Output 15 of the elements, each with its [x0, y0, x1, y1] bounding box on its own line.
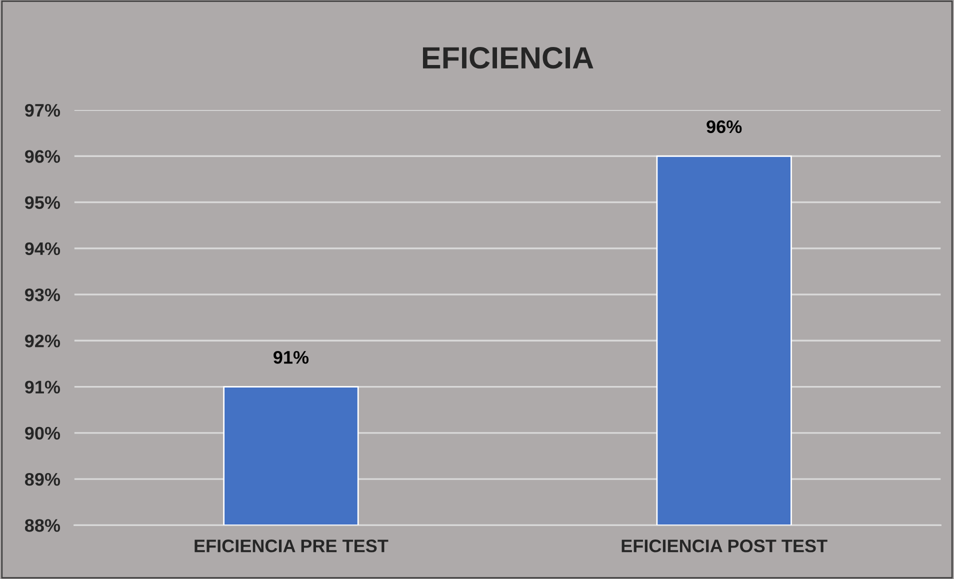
- y-tick-label: 90%: [25, 426, 60, 440]
- y-tick-label: 94%: [25, 242, 60, 256]
- y-tick-label: 88%: [24, 519, 60, 532]
- y-tick-label: 89%: [24, 472, 60, 486]
- data-label: 91%: [274, 350, 309, 364]
- y-tick-label: 95%: [25, 196, 60, 209]
- y-tick-label: 91%: [25, 380, 60, 394]
- data-label: 96%: [706, 120, 742, 134]
- y-tick-label: 96%: [25, 150, 60, 163]
- y-tick-label: 97%: [25, 104, 60, 117]
- y-tick-label: 92%: [25, 334, 60, 348]
- x-tick-label: EFICIENCIA POST TEST: [622, 540, 828, 552]
- x-tick-label: EFICIENCIA PRE TEST: [194, 540, 388, 552]
- y-tick-label: 93%: [25, 288, 60, 302]
- chart-title: EFICIENCIA: [422, 47, 594, 69]
